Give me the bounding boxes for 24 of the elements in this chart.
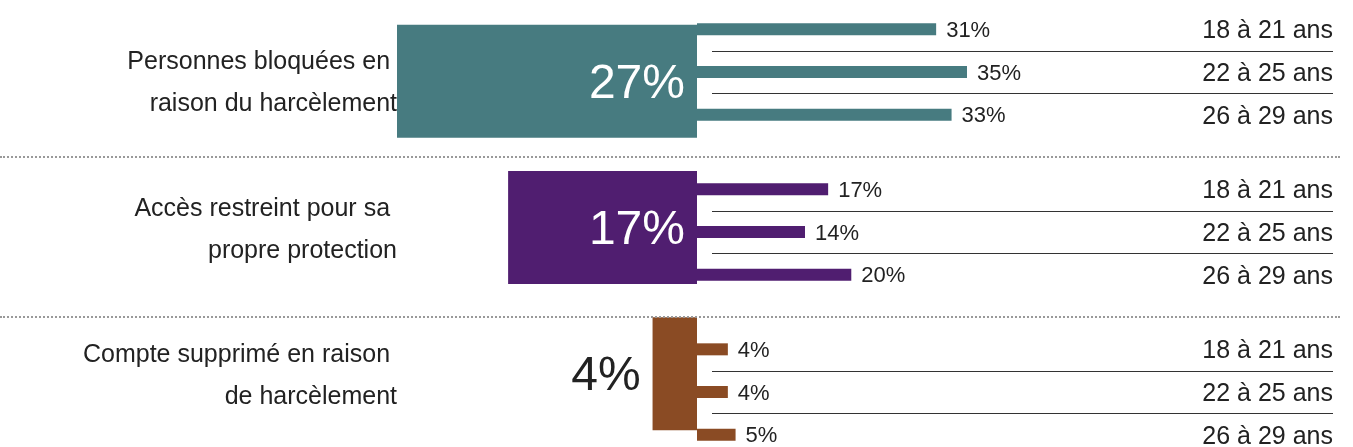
y-tick-label: 22 à 25 ans	[1202, 218, 1333, 246]
data-label: 17%	[588, 201, 685, 254]
y-tick-label: Accès restreint pour sa propre protection	[134, 192, 397, 263]
data-label: 33%	[961, 102, 1006, 128]
data-label: 4%	[737, 379, 770, 405]
y-tick-label: Personnes bloquées en raison du harcèlement	[127, 46, 398, 117]
data-label: 4%	[737, 336, 770, 362]
data-label: 27%	[588, 54, 685, 108]
data-label: 20%	[861, 262, 906, 288]
y-tick-label: 18 à 21 ans	[1202, 175, 1333, 204]
y-tick-label: 22 à 25 ans	[1202, 58, 1333, 86]
data-label: 35%	[977, 59, 1022, 85]
y-tick-label: Compte supprimé en raison de harcèlement	[82, 338, 398, 409]
data-label: 5%	[745, 422, 778, 447]
data-label: 17%	[838, 176, 883, 202]
data-label: 31%	[946, 16, 991, 42]
y-tick-label: 26 à 29 ans	[1202, 260, 1333, 289]
y-tick-label: 22 à 25 ans	[1202, 378, 1333, 406]
data-label: 14%	[815, 219, 860, 245]
y-tick-label: 18 à 21 ans	[1202, 15, 1333, 44]
y-tick-label: 26 à 29 ans	[1202, 100, 1333, 129]
y-tick-label: 26 à 29 ans	[1202, 420, 1333, 447]
data-label: 4%	[571, 347, 641, 401]
y-tick-label: 18 à 21 ans	[1202, 335, 1333, 364]
